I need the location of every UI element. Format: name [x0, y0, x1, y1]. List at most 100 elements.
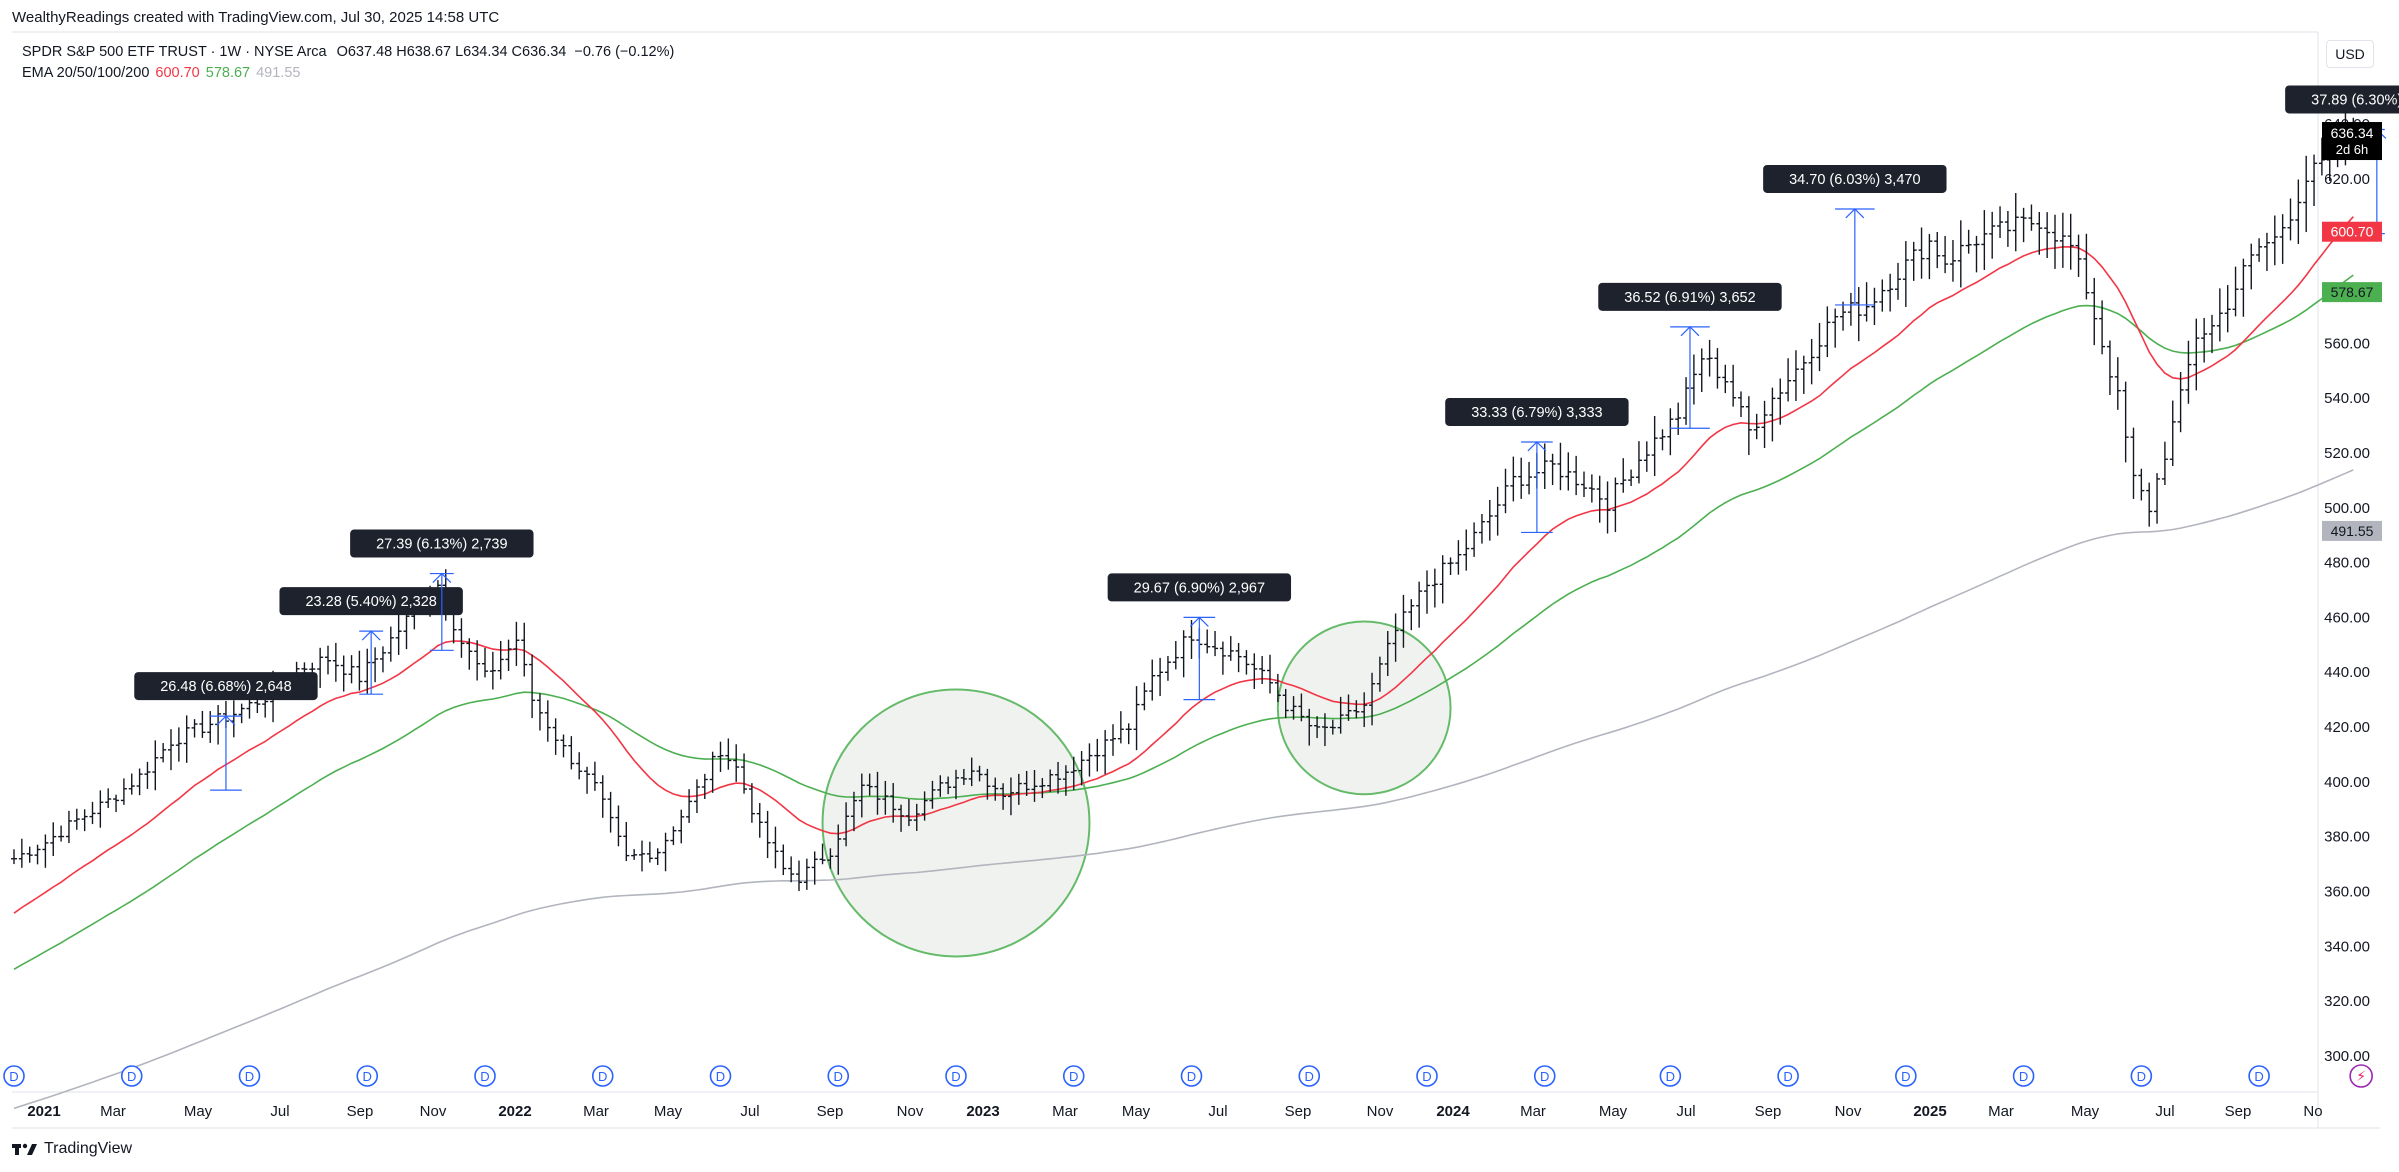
ohlc-bar[interactable]	[387, 626, 394, 662]
ohlc-bar[interactable]	[1447, 557, 1454, 575]
ohlc-bar[interactable]	[1785, 358, 1792, 402]
ohlc-bar[interactable]	[1219, 641, 1226, 675]
ohlc-bar[interactable]	[1918, 227, 1925, 279]
price-range-measure[interactable]: 33.33 (6.79%) 3,333	[1445, 397, 1629, 534]
ohlc-bar[interactable]	[1745, 396, 1752, 456]
ohlc-bar[interactable]	[2036, 212, 2043, 255]
ohlc-bar[interactable]	[1761, 400, 1768, 449]
dividend-marker-icon[interactable]	[474, 1065, 496, 1087]
ohlc-bar[interactable]	[1408, 599, 1415, 631]
ohlc-bar[interactable]	[1259, 656, 1266, 685]
ohlc-bar[interactable]	[1887, 273, 1894, 312]
ohlc-bar[interactable]	[1651, 415, 1658, 477]
ohlc-bar[interactable]	[819, 843, 826, 865]
ohlc-bar[interactable]	[2154, 473, 2161, 524]
ohlc-bar[interactable]	[827, 848, 834, 869]
ohlc-bar[interactable]	[1070, 756, 1077, 791]
ohlc-bar[interactable]	[1777, 378, 1784, 425]
ohlc-bar[interactable]	[2044, 212, 2051, 259]
ohlc-bar[interactable]	[725, 738, 732, 770]
ohlc-bar[interactable]	[482, 647, 488, 678]
ohlc-bar[interactable]	[693, 779, 700, 814]
ohlc-bar[interactable]	[929, 780, 936, 809]
ohlc-bar[interactable]	[513, 621, 520, 666]
ohlc-bar[interactable]	[1133, 686, 1140, 751]
ohlc-bar[interactable]	[1455, 540, 1462, 575]
ohlc-bar[interactable]	[968, 757, 975, 787]
dividend-marker-icon[interactable]	[2248, 1065, 2270, 1087]
ohlc-bar[interactable]	[1094, 738, 1101, 772]
ohlc-bar[interactable]	[152, 740, 159, 791]
ohlc-bar[interactable]	[1392, 613, 1399, 662]
ohlc-bar[interactable]	[1172, 641, 1179, 670]
ohlc-bar[interactable]	[921, 791, 928, 821]
ohlc-bar[interactable]	[1306, 708, 1313, 746]
ohlc-bar[interactable]	[1949, 240, 1956, 282]
price-range-measure[interactable]: 37.89 (6.30%) 3,789	[2285, 85, 2399, 235]
ohlc-bar[interactable]	[1416, 581, 1423, 628]
ohlc-bar[interactable]	[183, 715, 190, 763]
ohlc-bar[interactable]	[536, 693, 543, 731]
ohlc-bar[interactable]	[1471, 522, 1478, 557]
ohlc-bar[interactable]	[1353, 700, 1360, 719]
dividend-marker-icon[interactable]	[238, 1065, 261, 1087]
ohlc-bar[interactable]	[1910, 241, 1917, 281]
ohlc-bar[interactable]	[1369, 672, 1376, 726]
ohlc-bar[interactable]	[1376, 656, 1383, 692]
ohlc-bar[interactable]	[105, 788, 112, 808]
ohlc-bar[interactable]	[780, 844, 787, 876]
ohlc-bar[interactable]	[803, 858, 810, 890]
ohlc-bar[interactable]	[733, 744, 740, 782]
dividend-marker-icon[interactable]	[3, 1065, 25, 1087]
ohlc-bar[interactable]	[1039, 778, 1046, 799]
ohlc-bar[interactable]	[2279, 214, 2286, 264]
ohlc-bar[interactable]	[1800, 355, 1807, 394]
dividend-marker-icon[interactable]	[1895, 1065, 1917, 1087]
ohlc-bar[interactable]	[1251, 653, 1258, 690]
ohlc-bar[interactable]	[937, 775, 944, 797]
price-range-measure[interactable]: 29.67 (6.90%) 2,967	[1107, 573, 1292, 701]
ohlc-bar[interactable]	[1635, 441, 1642, 484]
currency-button[interactable]: USD	[2326, 40, 2374, 68]
ohlc-bar[interactable]	[913, 803, 920, 831]
ohlc-bar[interactable]	[2020, 207, 2027, 243]
ohlc-bar[interactable]	[1424, 570, 1430, 614]
ohlc-bar[interactable]	[1361, 692, 1368, 728]
ohlc-bar[interactable]	[356, 650, 363, 691]
ohlc-bar[interactable]	[576, 752, 583, 780]
ohlc-bar[interactable]	[1243, 650, 1250, 675]
ohlc-bar[interactable]	[395, 614, 402, 655]
ohlc-bar[interactable]	[529, 654, 536, 719]
dividend-marker-icon[interactable]	[591, 1065, 614, 1087]
ohlc-bar[interactable]	[348, 655, 355, 684]
ohlc-bar[interactable]	[1314, 716, 1321, 739]
ohlc-bar[interactable]	[662, 832, 669, 872]
ohlc-bar[interactable]	[1235, 643, 1242, 673]
ohlc-bar[interactable]	[1510, 456, 1517, 502]
ohlc-bar[interactable]	[1604, 481, 1611, 534]
price-range-measure[interactable]: 23.28 (5.40%) 2,328	[279, 587, 463, 695]
ohlc-bar[interactable]	[1518, 457, 1525, 499]
ohlc-bar[interactable]	[1879, 279, 1886, 312]
ohlc-bar[interactable]	[1282, 688, 1289, 719]
ohlc-bar[interactable]	[1871, 287, 1878, 325]
ohlc-bar[interactable]	[544, 700, 551, 742]
ohlc-bar[interactable]	[1478, 513, 1485, 544]
ohlc-bar[interactable]	[497, 640, 504, 680]
ohlc-bar[interactable]	[1463, 529, 1470, 571]
ohlc-bar[interactable]	[18, 838, 25, 868]
ohlc-bar[interactable]	[1902, 241, 1909, 307]
ohlc-bar[interactable]	[1792, 350, 1799, 401]
ohlc-bar[interactable]	[2240, 258, 2247, 317]
ohlc-bar[interactable]	[2232, 266, 2239, 317]
ohlc-bar[interactable]	[1329, 719, 1336, 735]
ohlc-bar[interactable]	[58, 825, 65, 842]
ohlc-bar[interactable]	[489, 651, 496, 690]
ohlc-bar[interactable]	[521, 622, 528, 677]
ohlc-bar[interactable]	[2138, 468, 2145, 501]
ohlc-bar[interactable]	[984, 768, 991, 800]
ohlc-bar[interactable]	[2209, 314, 2215, 354]
ohlc-bar[interactable]	[65, 810, 72, 844]
ohlc-bar[interactable]	[1753, 413, 1760, 440]
